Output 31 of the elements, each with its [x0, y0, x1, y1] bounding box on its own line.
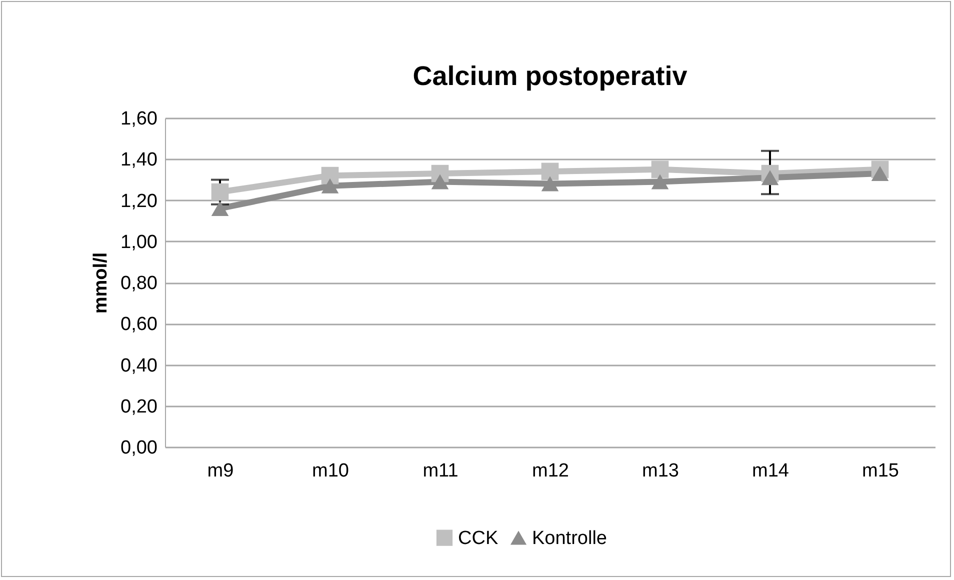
- y-axis-title: mmol/l: [90, 252, 112, 314]
- x-tick-label: m9: [207, 460, 234, 482]
- point: [211, 200, 229, 216]
- y-tick-label: 0,20: [120, 396, 158, 418]
- legend-label: CCK: [458, 528, 498, 549]
- x-tick-label: m12: [532, 460, 569, 482]
- y-tick-label: 1,40: [120, 150, 158, 171]
- y-tick-label: 0,60: [120, 314, 158, 336]
- point: [211, 183, 229, 201]
- point: [761, 170, 779, 186]
- point: [651, 160, 669, 178]
- x-tick-label: m10: [312, 460, 349, 482]
- y-tick-label: 1,20: [120, 190, 158, 212]
- x-tick-label: m14: [752, 460, 790, 482]
- chart-title: Calcium postoperativ: [412, 61, 688, 91]
- point: [431, 174, 449, 190]
- y-tick-label: 0,40: [120, 355, 158, 376]
- x-tick-label: m15: [862, 460, 899, 482]
- x-tick-label: m11: [422, 460, 458, 482]
- point: [321, 178, 339, 194]
- point: [541, 176, 559, 192]
- y-tick-label: 0,00: [120, 438, 158, 458]
- y-tick-label: 1,60: [120, 108, 158, 130]
- point: [321, 166, 339, 184]
- point: [651, 174, 669, 190]
- point: [871, 166, 889, 182]
- y-tick-label: 0,80: [120, 273, 158, 294]
- point: [541, 162, 559, 180]
- legend-label: Kontrolle: [532, 528, 607, 549]
- y-tick-label: 1,00: [120, 232, 158, 253]
- x-tick-label: m13: [642, 460, 679, 482]
